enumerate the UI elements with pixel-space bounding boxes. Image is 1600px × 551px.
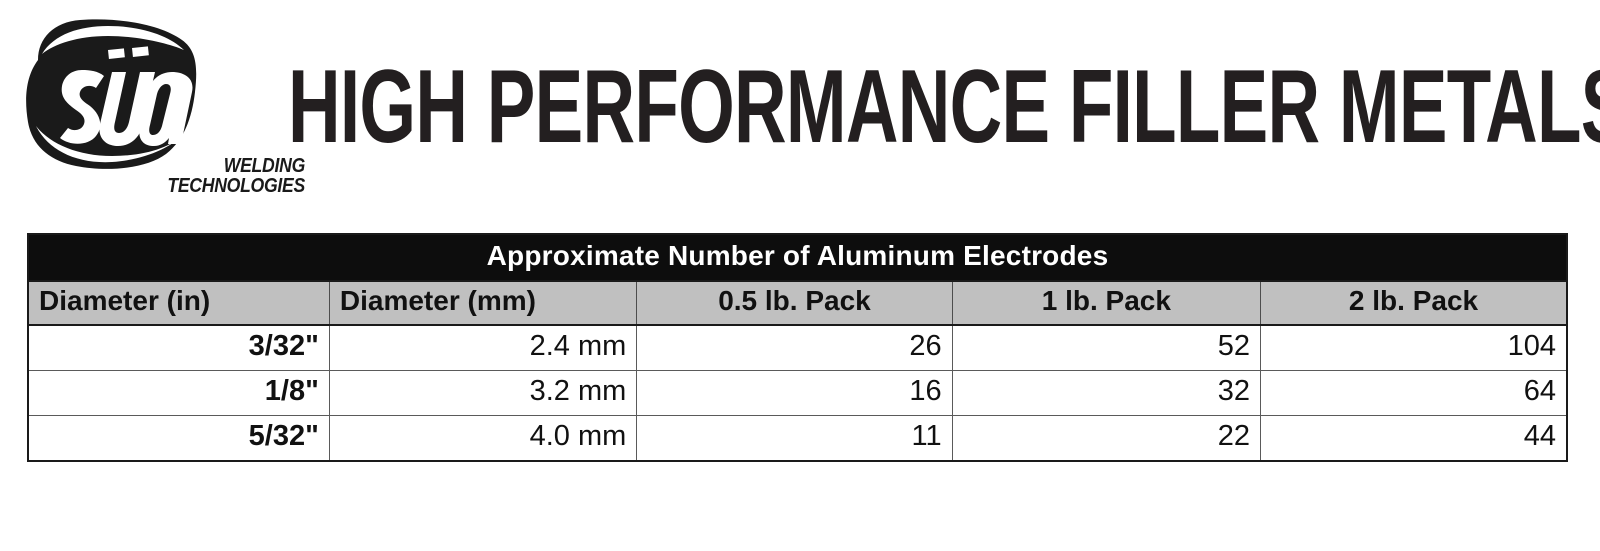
cell-half-lb-pack: 16: [636, 370, 953, 416]
cell-1-lb-pack: 52: [951, 324, 1262, 371]
cell-diameter-mm: 3.2 mm: [328, 370, 638, 416]
table-row: 1/8" 3.2 mm 16 32 64: [27, 370, 1568, 416]
cell-2-lb-pack: 44: [1260, 415, 1568, 462]
cell-2-lb-pack: 104: [1260, 324, 1568, 371]
cell-diameter-in: 5/32": [27, 415, 330, 462]
electrode-count-table-container: Approximate Number of Aluminum Electrode…: [27, 233, 1568, 462]
column-header-half-lb-pack: 0.5 lb. Pack: [636, 280, 953, 326]
cell-1-lb-pack: 32: [951, 370, 1262, 416]
cell-diameter-in: 3/32": [27, 324, 330, 371]
table-row: 5/32" 4.0 mm 11 22 44: [27, 415, 1568, 462]
table-body: 3/32" 2.4 mm 26 52 104 1/8" 3.2 mm 16 32…: [27, 324, 1568, 462]
company-logo: WELDING TECHNOLOGIES: [12, 8, 305, 198]
table-row: 3/32" 2.4 mm 26 52 104: [27, 324, 1568, 371]
cell-half-lb-pack: 26: [636, 324, 953, 371]
logo-tagline-line1: WELDING: [223, 155, 306, 177]
logo-tagline: WELDING TECHNOLOGIES: [151, 156, 305, 196]
brand-header: WELDING TECHNOLOGIES HIGH PERFORMANCE FI…: [0, 0, 1600, 210]
page-title: HIGH PERFORMANCE FILLER METALS: [288, 49, 1600, 165]
cell-half-lb-pack: 11: [636, 415, 953, 462]
cell-diameter-mm: 2.4 mm: [328, 324, 638, 371]
cell-diameter-mm: 4.0 mm: [328, 415, 638, 462]
cell-1-lb-pack: 22: [951, 415, 1262, 462]
table-title-row: Approximate Number of Aluminum Electrode…: [28, 234, 1567, 281]
cell-diameter-in: 1/8": [27, 370, 330, 416]
column-header-2-lb-pack: 2 lb. Pack: [1260, 280, 1568, 326]
table-header-row: Diameter (in) Diameter (mm) 0.5 lb. Pack…: [27, 280, 1568, 326]
column-header-1-lb-pack: 1 lb. Pack: [951, 280, 1262, 326]
column-header-diameter-in: Diameter (in): [27, 280, 330, 326]
logo-tagline-line2: TECHNOLOGIES: [167, 175, 305, 197]
sua-logo-mark-icon: [20, 14, 200, 172]
cell-2-lb-pack: 64: [1260, 370, 1568, 416]
table-title: Approximate Number of Aluminum Electrode…: [28, 234, 1567, 281]
column-header-diameter-mm: Diameter (mm): [328, 280, 638, 326]
electrode-count-table: Approximate Number of Aluminum Electrode…: [27, 233, 1568, 462]
